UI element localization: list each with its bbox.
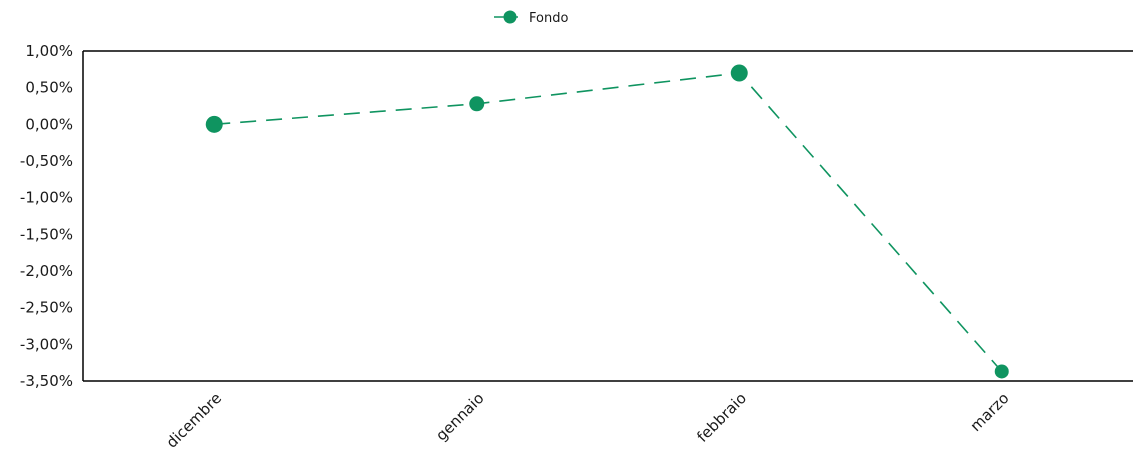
- y-axis: 1,00% 0,50% 0,00% -0,50% -1,00% -1,50% -2,00% -…: [20, 42, 73, 390]
- y-tick-label: -3,00%: [20, 335, 73, 353]
- y-tick-label: -1,00%: [20, 189, 73, 207]
- y-tick-label: -3,50%: [20, 372, 73, 390]
- legend-label-fondo: Fondo: [529, 11, 568, 26]
- data-point: [205, 115, 223, 133]
- x-tick-label: marzo: [967, 389, 1013, 435]
- y-tick-label: -0,50%: [20, 152, 73, 170]
- data-point: [730, 64, 748, 82]
- x-tick-label: dicembre: [163, 389, 225, 451]
- y-tick-label: -2,50%: [20, 299, 73, 317]
- x-tick-label: febbraio: [693, 389, 750, 446]
- x-axis: dicembre gennaio febbraio marzo: [163, 389, 1013, 451]
- y-tick-label: -1,50%: [20, 225, 73, 243]
- legend-marker-sample: [503, 10, 517, 24]
- data-point: [994, 364, 1009, 379]
- data-point: [469, 96, 485, 112]
- plot-area: [82, 50, 1133, 382]
- y-tick-label: 0,50%: [25, 79, 73, 97]
- y-tick-label: -2,00%: [20, 262, 73, 280]
- series-line-fondo: [214, 72, 1003, 372]
- y-tick-label: 0,00%: [25, 115, 73, 133]
- legend: Fondo: [494, 10, 568, 26]
- x-tick-label: gennaio: [432, 389, 487, 444]
- y-tick-label: 1,00%: [25, 42, 73, 60]
